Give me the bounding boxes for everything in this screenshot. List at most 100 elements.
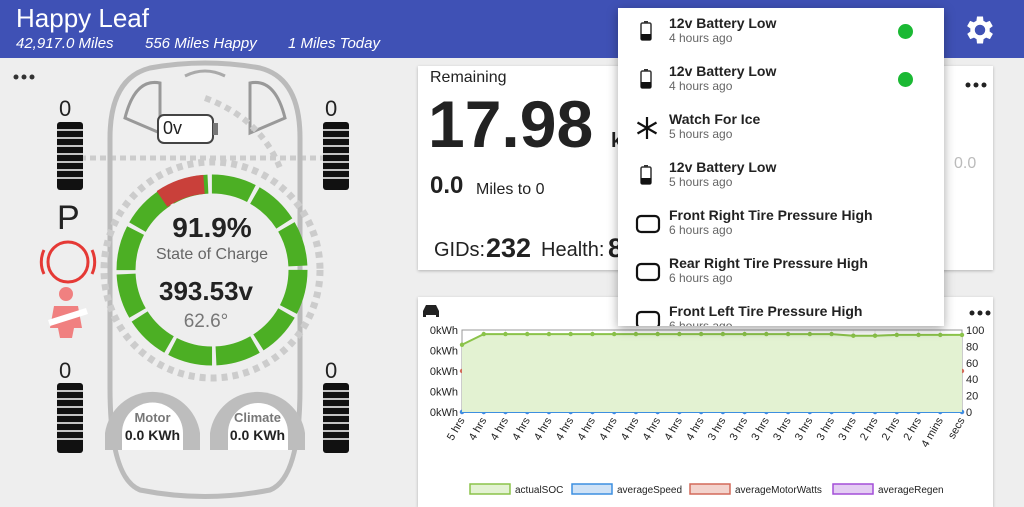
notification-icon (635, 310, 661, 326)
tire-pressure: 0 (59, 96, 72, 121)
stat: 42,917.0 Miles (16, 35, 114, 52)
notification-title: Rear Right Tire Pressure High (669, 255, 868, 271)
x-tick-label: 2 hrs (880, 415, 903, 443)
y2-tick-label: 40 (966, 374, 978, 386)
point (677, 331, 682, 337)
point (959, 332, 965, 338)
notification-item[interactable]: 12v Battery Low 4 hours ago (618, 14, 944, 62)
area (462, 334, 962, 412)
tire-pressure: 0 (325, 96, 338, 121)
x-tick-label: 4 hrs (597, 415, 620, 443)
x-tick-label: 2 hrs (858, 415, 881, 443)
x-tick-label: 3 hrs (793, 415, 816, 443)
y2-tick-label: 60 (966, 358, 978, 370)
x-tick-label: 4 hrs (510, 415, 533, 443)
point (568, 331, 573, 337)
notification-item[interactable]: 12v Battery Low 5 hours ago (618, 158, 944, 206)
app-title: Happy Leaf (16, 3, 149, 33)
notification-time: 5 hours ago (669, 127, 733, 141)
y2-tick-label: 80 (966, 341, 978, 353)
legend-swatch (469, 483, 511, 495)
remaining-unit: k (611, 130, 623, 152)
status-dot (898, 72, 913, 87)
notification-time: 5 hours ago (669, 175, 733, 189)
notification-icon (640, 21, 652, 41)
x-tick-label: 3 hrs (815, 415, 838, 443)
tire-pressure: 0 (325, 358, 338, 383)
point (872, 333, 878, 338)
y2-tick-label: 100 (966, 325, 984, 337)
y-tick-label: 0kWh (430, 325, 458, 337)
chart-card: 0 20 40 60 80 100 0kWh 0kWh 0kWh 0kWh 0kWh 5 hrs 4 h… (418, 297, 993, 507)
x-tick-label: 3 hrs (836, 415, 859, 443)
notification-time: 4 hours ago (669, 31, 733, 45)
point (503, 331, 508, 337)
notification-icon (635, 214, 661, 234)
notification-item[interactable]: Rear Right Tire Pressure High 6 hours ago (618, 254, 944, 302)
motor-value: 0.0 KWh (124, 427, 181, 443)
point (698, 331, 704, 337)
status-dot (898, 24, 913, 39)
temperature: 62.6° (183, 311, 229, 332)
notification-item[interactable]: Front Left Tire Pressure High 6 hours ago (618, 302, 944, 326)
legend-swatch (689, 483, 731, 495)
x-tick-label: 3 hrs (728, 415, 751, 443)
notification-title: Front Right Tire Pressure High (669, 207, 873, 223)
legend-label: averageRegen (878, 485, 944, 496)
notification-icon (640, 165, 652, 185)
point (481, 331, 486, 337)
settings-button[interactable] (962, 12, 998, 48)
point (611, 331, 617, 337)
stat: 556 Miles Happy (145, 35, 257, 52)
notification-item[interactable]: Watch For Ice 5 hours ago (618, 110, 944, 158)
point (764, 331, 769, 337)
legend-label: actualSOC (515, 485, 563, 496)
side-value: 0.0 (954, 155, 977, 172)
notification-title: 12v Battery Low (669, 15, 777, 31)
x-tick-label: 4 hrs (467, 415, 490, 443)
notification-time: 6 hours ago (669, 319, 733, 326)
point (742, 331, 747, 337)
remaining-value: 17.98 (428, 87, 594, 161)
point (807, 331, 813, 337)
point (525, 331, 530, 337)
car-panel (13, 60, 349, 499)
climate-value: 0.0 KWh (229, 427, 286, 443)
notifications-dropdown: 12v Battery Low 4 hours ago 12v Battery Lo… (618, 8, 944, 326)
x-tick-label: secs (946, 415, 968, 441)
tire-pressure: 0 (59, 358, 72, 383)
notification-title: 12v Battery Low (669, 63, 777, 79)
health-label: Health: (541, 239, 605, 261)
x-tick-label: 3 hrs (749, 415, 772, 443)
legend-swatch (832, 483, 874, 495)
notification-title: Front Left Tire Pressure High (669, 303, 863, 319)
notification-time: 6 hours ago (669, 223, 733, 237)
x-tick-label: 4 hrs (575, 415, 598, 443)
point (785, 331, 791, 337)
menu-button[interactable] (964, 80, 990, 90)
notification-icon (635, 262, 661, 282)
legend-label: averageSpeed (617, 485, 682, 496)
miles-value: 0.0 (430, 172, 464, 199)
gear: P (57, 199, 80, 237)
x-tick-label: 3 hrs (706, 415, 729, 443)
x-tick-label: 4 hrs (532, 415, 555, 443)
miles-label: Miles to 0 (476, 181, 545, 198)
gids-value: 232 (486, 233, 532, 263)
notification-item[interactable]: 12v Battery Low 4 hours ago (618, 62, 944, 110)
line (461, 333, 962, 346)
climate-label: Climate (234, 410, 281, 425)
x-tick-label: 4 hrs (554, 415, 577, 443)
point (720, 331, 726, 337)
notification-item[interactable]: Front Right Tire Pressure High 6 hours ag… (618, 206, 944, 254)
notification-icon (640, 69, 652, 89)
y-tick-label: 0kWh (430, 346, 458, 358)
soc-label: State of Charge (155, 246, 269, 263)
notification-time: 6 hours ago (669, 271, 733, 285)
point (633, 331, 639, 337)
y-tick-label: 0kWh (430, 387, 458, 399)
notification-time: 4 hours ago (669, 79, 733, 93)
battery-12v: 0v (163, 118, 183, 138)
